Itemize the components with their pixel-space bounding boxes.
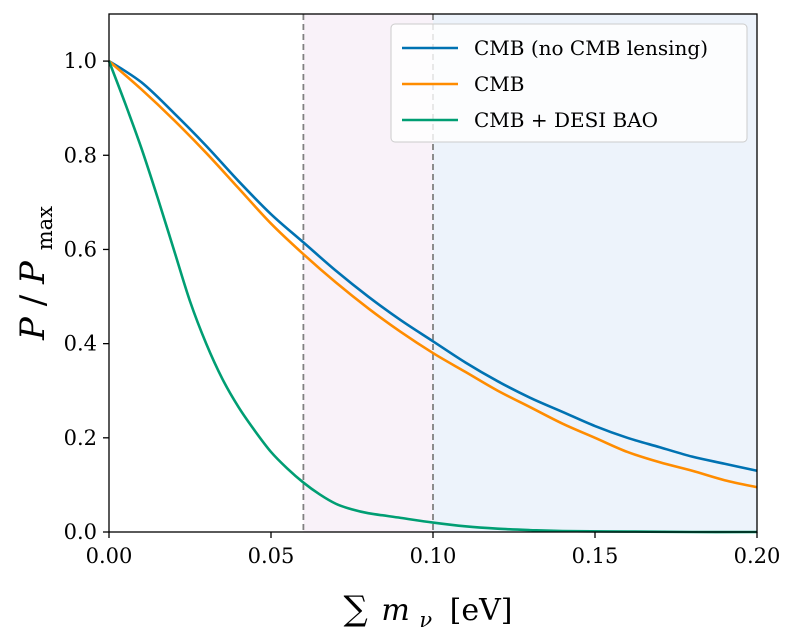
x-label-var: m (381, 593, 409, 628)
legend-label-3: CMB + DESI BAO (474, 108, 658, 132)
y-tick-label: 0.6 (64, 237, 97, 261)
y-label-den: P (13, 260, 53, 285)
y-tick-label: 0.8 (64, 143, 97, 167)
y-tick-label: 1.0 (64, 49, 97, 73)
legend-box (390, 23, 748, 143)
x-axis-label: ∑ m ν [eV] (344, 589, 513, 635)
x-tick-label: 0.00 (86, 544, 133, 568)
x-tick-label: 0.10 (410, 544, 457, 568)
y-tick-label: 0.2 (64, 426, 97, 450)
series-line-2 (108, 60, 758, 489)
series-line-1 (108, 59, 758, 473)
y-label-sub: max (33, 206, 57, 250)
y-axis-label: P / P max (13, 206, 57, 341)
y-tick-label: 0.0 (64, 520, 97, 544)
reference-vlines (302, 14, 434, 532)
x-label-sub: ν (419, 608, 432, 632)
x-label-unit: [eV] (450, 593, 513, 628)
x-tick-label: 0.20 (734, 544, 781, 568)
x-tick-label: 0.05 (248, 544, 295, 568)
legend-label-2: CMB (474, 72, 524, 96)
series-lines (107, 59, 758, 534)
y-label-slash: / (13, 294, 53, 306)
y-tick-label: 0.4 (64, 332, 97, 356)
y-axis-ticks: 0.0 0.2 0.4 0.6 0.8 1.0 (64, 49, 109, 544)
x-label-sum: ∑ (344, 589, 368, 629)
series-line-3 (107, 60, 758, 534)
x-axis-ticks: 0.00 0.05 0.10 0.15 0.20 (86, 532, 781, 568)
x-tick-label: 0.15 (572, 544, 619, 568)
legend: CMB (no CMB lensing) CMB CMB + DESI BAO (390, 23, 748, 143)
legend-label-1: CMB (no CMB lensing) (474, 36, 708, 60)
y-label-num: P (13, 316, 53, 341)
